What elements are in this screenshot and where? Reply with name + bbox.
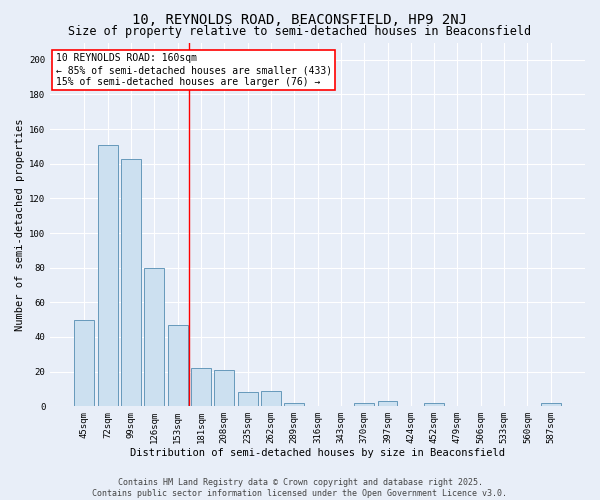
X-axis label: Distribution of semi-detached houses by size in Beaconsfield: Distribution of semi-detached houses by … [130,448,505,458]
Y-axis label: Number of semi-detached properties: Number of semi-detached properties [15,118,25,330]
Bar [238,392,257,406]
Text: 10, REYNOLDS ROAD, BEACONSFIELD, HP9 2NJ: 10, REYNOLDS ROAD, BEACONSFIELD, HP9 2NJ [133,12,467,26]
Text: 10 REYNOLDS ROAD: 160sqm
← 85% of semi-detached houses are smaller (433)
15% of : 10 REYNOLDS ROAD: 160sqm ← 85% of semi-d… [56,54,332,86]
Bar [284,403,304,406]
Bar [214,370,234,406]
Bar [168,325,188,406]
Bar [424,403,444,406]
Bar [261,390,281,406]
Bar [98,144,118,406]
Bar [121,158,141,406]
Text: Contains HM Land Registry data © Crown copyright and database right 2025.
Contai: Contains HM Land Registry data © Crown c… [92,478,508,498]
Bar [377,401,397,406]
Bar [355,403,374,406]
Bar [74,320,94,406]
Bar [541,403,560,406]
Bar [191,368,211,406]
Bar [145,268,164,406]
Text: Size of property relative to semi-detached houses in Beaconsfield: Size of property relative to semi-detach… [68,25,532,38]
